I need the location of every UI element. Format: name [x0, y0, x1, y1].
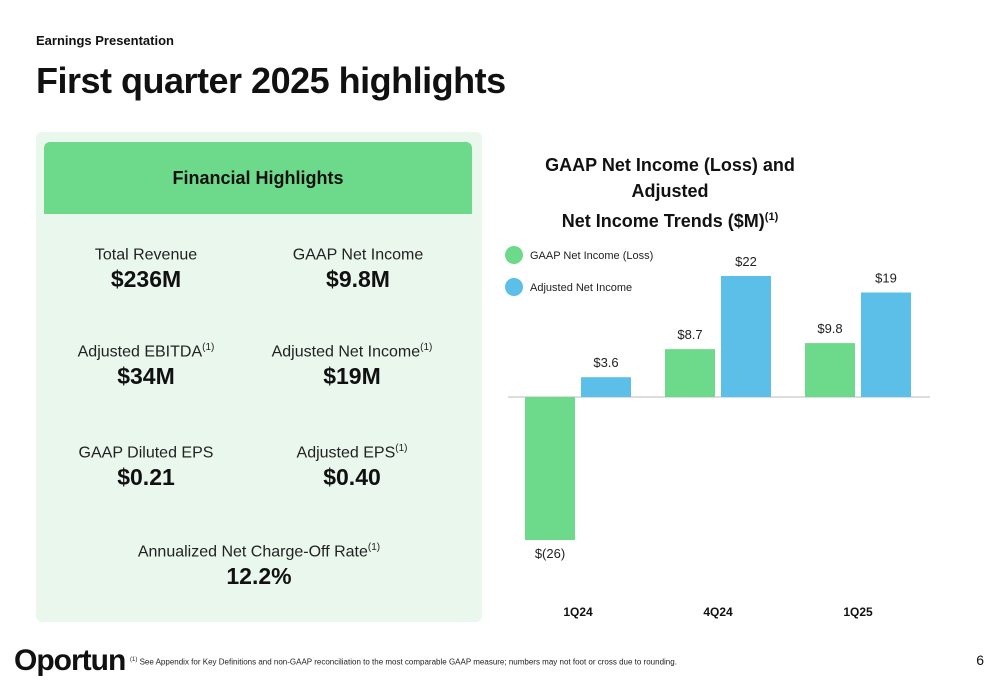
financial-highlights-panel: Financial Highlights Total Revenue $236M…	[36, 132, 482, 622]
metric-net-charge-off-rate: Annualized Net Charge-Off Rate(1) 12.2%	[109, 542, 409, 590]
metric-label: GAAP Net Income	[292, 246, 424, 264]
bar-4Q24-gaap	[665, 349, 715, 397]
chart-title: GAAP Net Income (Loss) and Adjusted Net …	[545, 155, 795, 231]
metric-value: $34M	[117, 363, 175, 390]
metric-label: Annualized Net Charge-Off Rate(1)	[137, 542, 381, 561]
data-label: $19	[875, 271, 897, 286]
metric-adjusted-eps: Adjusted EPS(1) $0.40	[252, 443, 452, 491]
legend-label: GAAP Net Income (Loss)	[530, 250, 653, 262]
metric-adjusted-net-income: Adjusted Net Income(1) $19M	[252, 342, 452, 390]
metric-value: $9.8M	[326, 266, 390, 293]
page-number: 6	[976, 652, 984, 668]
bar-1Q25-adjusted	[861, 292, 911, 397]
metric-label: Total Revenue	[94, 246, 198, 264]
data-label: $3.6	[593, 355, 618, 370]
metric-label: GAAP Diluted EPS	[78, 444, 214, 462]
data-label: $(26)	[535, 546, 565, 561]
metric-label: Adjusted EPS(1)	[296, 443, 408, 462]
category-label: 1Q24	[563, 605, 593, 619]
category-label: 4Q24	[703, 605, 733, 619]
footnote: (1) See Appendix for Key Definitions and…	[130, 657, 677, 667]
metric-value: 12.2%	[226, 563, 292, 590]
net-income-bar-chart: GAAP Net Income (Loss) Adjusted Net Incom…	[505, 246, 930, 619]
metric-value: $19M	[323, 363, 381, 390]
metric-label: Adjusted EBITDA(1)	[77, 342, 215, 361]
metric-adjusted-ebitda: Adjusted EBITDA(1) $34M	[46, 342, 246, 390]
metric-gaap-net-income: GAAP Net Income $9.8M	[258, 245, 458, 293]
data-label: $8.7	[677, 327, 702, 342]
legend-label: Adjusted Net Income	[530, 282, 632, 294]
metric-value: $0.21	[117, 464, 175, 491]
bar-1Q24-gaap	[525, 397, 575, 540]
bar-4Q24-adjusted	[721, 276, 771, 397]
page-title: First quarter 2025 highlights	[36, 60, 506, 101]
legend-swatch	[505, 278, 523, 296]
metric-label: Adjusted Net Income(1)	[271, 342, 433, 361]
bar-1Q24-adjusted	[581, 377, 631, 397]
oportun-logo: Oportun	[14, 644, 126, 677]
eyebrow-label: Earnings Presentation	[36, 33, 174, 48]
bar-1Q25-gaap	[805, 343, 855, 397]
metric-value: $236M	[110, 266, 182, 293]
legend-swatch	[505, 246, 523, 264]
category-label: 1Q25	[843, 605, 873, 619]
data-label: $22	[735, 254, 757, 269]
metric-total-revenue: Total Revenue $236M	[46, 245, 246, 293]
panel-header: Financial Highlights	[44, 142, 472, 214]
metric-value: $0.40	[323, 464, 381, 491]
metric-gaap-diluted-eps: GAAP Diluted EPS $0.21	[46, 443, 246, 491]
data-label: $9.8	[817, 321, 842, 336]
